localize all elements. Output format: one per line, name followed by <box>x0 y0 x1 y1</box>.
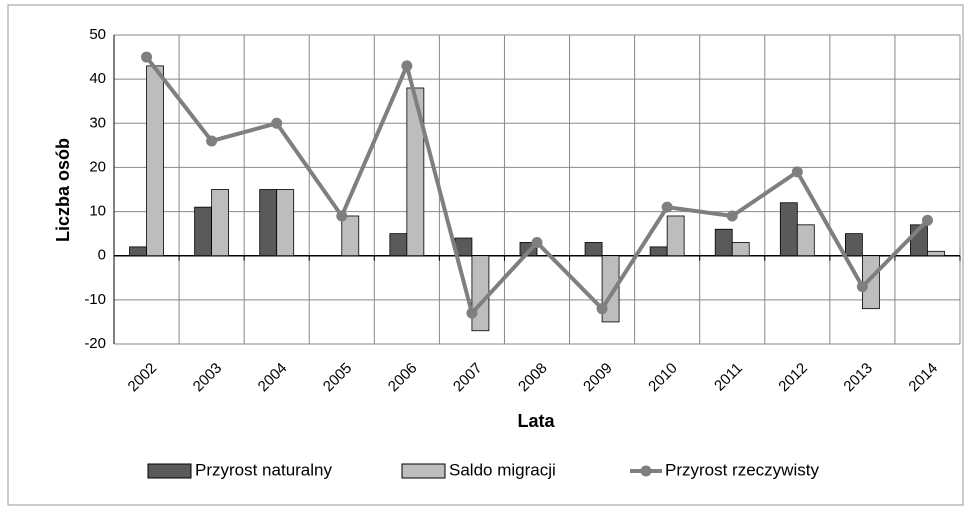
line-marker <box>596 303 608 315</box>
bar <box>211 189 230 257</box>
line-marker <box>661 201 673 213</box>
legend-label: Saldo migracji <box>449 460 556 479</box>
legend-marker <box>640 465 652 477</box>
bar <box>471 255 490 332</box>
line-marker <box>141 51 153 63</box>
line-marker <box>726 210 738 222</box>
y-tick-label: 20 <box>89 158 106 175</box>
legend-label: Przyrost rzeczywisty <box>665 460 819 479</box>
bar <box>146 65 164 257</box>
bar <box>927 250 945 257</box>
legend-label: Przyrost naturalny <box>195 460 332 479</box>
line-marker <box>466 307 478 319</box>
bar <box>129 246 147 257</box>
line-marker <box>791 166 803 178</box>
bar <box>779 202 798 257</box>
y-tick-label: 40 <box>89 70 106 87</box>
line-marker <box>336 210 348 222</box>
line-marker <box>206 135 218 147</box>
bar <box>276 189 295 257</box>
line-marker <box>856 281 868 293</box>
x-axis-title: Lata <box>517 411 555 431</box>
legend-swatch <box>147 463 192 479</box>
y-tick-label: 50 <box>89 26 106 43</box>
line-marker <box>531 236 543 248</box>
y-tick-label: -20 <box>84 335 106 352</box>
bar <box>406 87 425 257</box>
y-tick-label: -10 <box>84 291 106 308</box>
bar <box>714 228 733 257</box>
bar <box>796 224 815 257</box>
bar <box>341 215 360 257</box>
bar <box>194 206 213 257</box>
y-axis-title: Liczba osób <box>53 138 73 242</box>
bar <box>389 233 408 257</box>
bar <box>649 246 668 257</box>
bar <box>666 215 685 257</box>
bar <box>259 189 278 257</box>
y-tick-label: 0 <box>98 247 106 264</box>
line-marker <box>401 60 413 72</box>
y-tick-label: 30 <box>89 114 106 131</box>
legend-swatch <box>401 463 446 479</box>
bar <box>844 233 863 257</box>
line-marker <box>271 117 283 129</box>
bar <box>584 242 603 257</box>
y-tick-label: 10 <box>89 203 106 220</box>
bar <box>731 242 750 257</box>
line-marker <box>921 214 933 226</box>
